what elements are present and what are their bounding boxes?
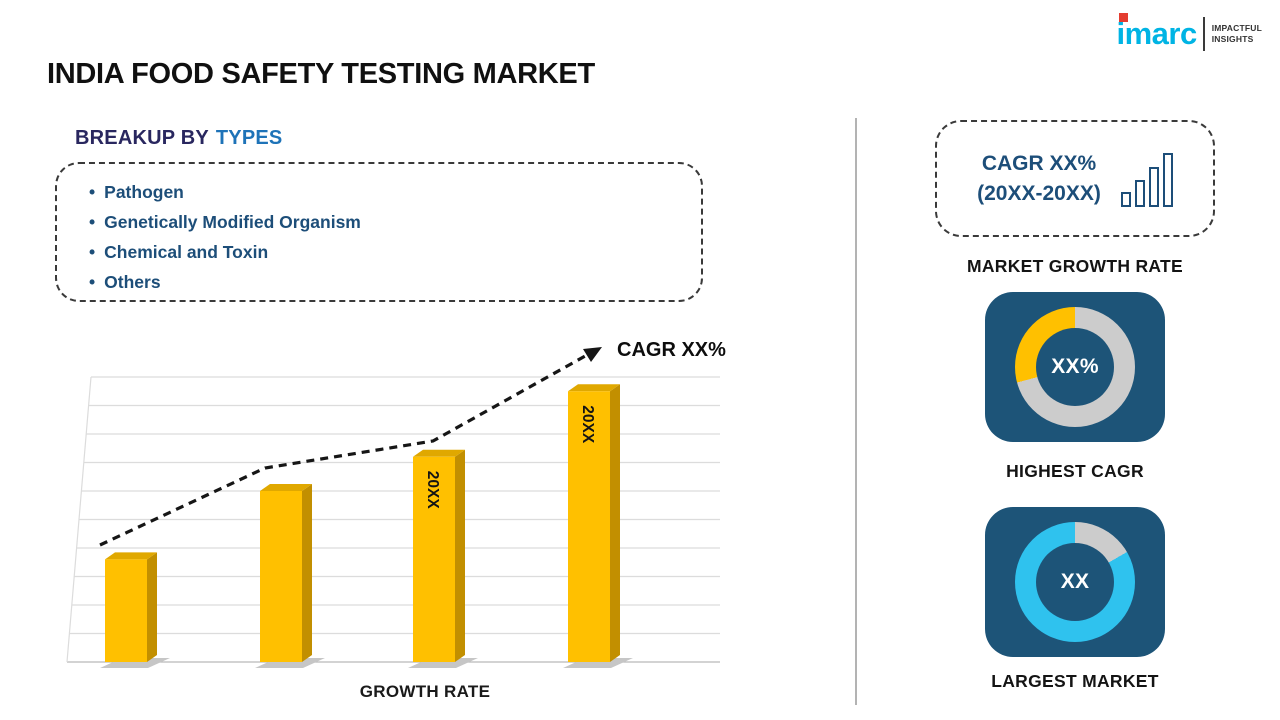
bar-chart-icon — [1120, 151, 1173, 207]
cagr-box-line2: (20XX-20XX) — [977, 181, 1101, 205]
largest-market-donut: XX — [1015, 522, 1135, 642]
breakup-heading-highlight: TYPES — [215, 127, 283, 149]
highest-cagr-label: HIGHEST CAGR — [1006, 461, 1144, 481]
page-title: INDIA FOOD SAFETY TESTING MARKET — [47, 58, 595, 90]
trend-cagr-label: CAGR XX% — [617, 339, 726, 361]
bar-value-label: 20XX — [579, 405, 596, 444]
largest-market-label: LARGEST MARKET — [991, 671, 1159, 691]
largest-market-donut-hole: XX — [1036, 543, 1114, 621]
cagr-box-line1: CAGR XX% — [981, 152, 1097, 176]
types-list-item: Others — [89, 267, 701, 297]
imarc-logo: imarc IMPACTFUL INSIGHTS — [1116, 13, 1262, 52]
cagr-box-text: CAGR XX% (20XX-20XX) — [977, 149, 1101, 208]
growth-bar-chart: 20XX 20XX — [66, 347, 720, 668]
cagr-box: CAGR XX% (20XX-20XX) — [935, 120, 1215, 237]
largest-market-value: XX — [1060, 570, 1090, 593]
logo-tagline-line2: INSIGHTS — [1211, 34, 1254, 44]
logo-tagline: IMPACTFUL INSIGHTS — [1212, 23, 1262, 44]
largest-market-card: XX — [985, 507, 1165, 657]
chart-x-axis-label: GROWTH RATE — [359, 682, 491, 701]
highest-cagr-card: XX% — [985, 292, 1165, 442]
logo-divider — [1202, 17, 1205, 51]
logo-brand-text: imarc — [1116, 16, 1197, 51]
types-list-item: Pathogen — [89, 177, 701, 207]
highest-cagr-donut: XX% — [1015, 307, 1135, 427]
bar-value-label: 20XX — [424, 471, 441, 510]
types-box: PathogenGenetically Modified OrganismChe… — [55, 162, 703, 302]
types-list-item: Chemical and Toxin — [89, 237, 701, 267]
highest-cagr-donut-hole: XX% — [1036, 328, 1114, 406]
logo-tagline-line1: IMPACTFUL — [1211, 23, 1262, 34]
breakup-heading-prefix: BREAKUP BY — [75, 127, 209, 149]
types-list-item: Genetically Modified Organism — [89, 207, 701, 237]
breakup-heading: BREAKUP BY TYPES — [75, 127, 282, 150]
section-divider — [855, 118, 857, 705]
market-growth-rate-label: MARKET GROWTH RATE — [966, 256, 1184, 276]
logo-red-mark-icon — [1119, 13, 1129, 22]
logo-brand-wrap: imarc — [1116, 13, 1197, 52]
types-list: PathogenGenetically Modified OrganismChe… — [89, 177, 701, 297]
growth-chart: 20XX 20XX CAGR XX% GROWTH RATE — [65, 335, 765, 710]
highest-cagr-value: XX% — [1051, 355, 1099, 378]
